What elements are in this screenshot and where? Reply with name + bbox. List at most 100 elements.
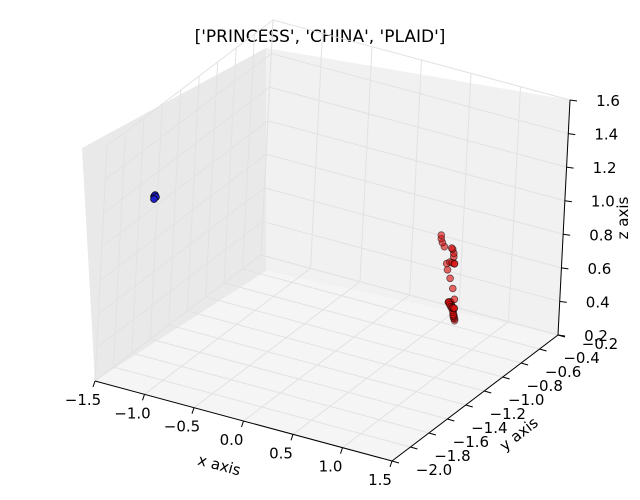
y-gridline-floor — [187, 310, 485, 392]
z-tick-label: 0.4 — [586, 293, 610, 311]
z-gridline-back — [269, 86, 567, 168]
axis-panes — [82, 48, 570, 461]
z-gridline-back — [272, 19, 571, 101]
x-tick-label: −1.5 — [65, 391, 101, 409]
z-gridline-back — [262, 220, 560, 302]
z-axis-label: z axis — [614, 196, 632, 239]
y-tick — [520, 362, 529, 366]
data-point — [450, 304, 459, 312]
chart-title: ['PRINCESS', 'CHINA', 'PLAID'] — [195, 27, 446, 47]
x-gridline-back — [458, 73, 472, 309]
y-tick-label: −0.6 — [545, 363, 581, 381]
y-tick — [391, 460, 400, 464]
y-tick — [484, 390, 492, 394]
z-tick — [566, 166, 574, 169]
z-gridline-side — [101, 120, 269, 248]
x-tick-label: −0.5 — [164, 418, 200, 436]
x-tick-label: 0.5 — [269, 444, 293, 462]
z-axis-line — [557, 99, 571, 336]
y-gridline-floor — [168, 324, 466, 406]
z-tick-label: 0.2 — [584, 327, 608, 345]
data-point — [447, 244, 456, 252]
floor-pane — [95, 271, 558, 461]
data-point — [437, 231, 446, 239]
z-gridline-side — [106, 19, 274, 147]
y-tick-label: −0.2 — [582, 335, 618, 353]
y-gridline-side — [94, 145, 108, 382]
y-tick-label: −0.4 — [563, 349, 599, 367]
z-gridline-back — [266, 153, 564, 235]
y-gridline-floor — [150, 338, 448, 420]
data-points — [150, 191, 459, 325]
x-tick — [290, 434, 294, 441]
x-gridline-floor — [342, 321, 509, 449]
y-axis-line — [391, 334, 559, 462]
z-tick-label: 1.4 — [594, 126, 618, 144]
x-gridline-floor — [243, 294, 410, 422]
y-tick-label: −1.4 — [471, 419, 507, 437]
x-tick — [241, 420, 244, 428]
z-gridline-side — [99, 153, 267, 281]
y-gridline-side — [112, 131, 126, 368]
z-tick — [563, 233, 571, 236]
y-gridline-side — [168, 89, 182, 326]
x-tick-label: 0.0 — [220, 431, 244, 449]
x-gridline-back — [359, 46, 373, 282]
y-tick — [502, 376, 510, 380]
z-gridline-side — [103, 86, 270, 214]
y-tick-label: −1.6 — [453, 433, 489, 451]
x-tick — [340, 447, 343, 454]
x-tick-label: 1.5 — [368, 471, 392, 489]
y-gridline-side — [260, 19, 274, 256]
tick-marks — [92, 99, 578, 468]
x-tick — [142, 394, 145, 401]
y-tick-label: −1.8 — [434, 447, 470, 465]
y-gridline-side — [131, 117, 145, 354]
z-tick — [557, 334, 566, 337]
y-gridline-floor — [113, 366, 411, 448]
tick-labels: −1.5 −1.0 −0.5 0.0 0.5 1.0 1.5 −2.0−1.8−1.6−1.4… — [65, 92, 620, 489]
y-tick-label: −1.0 — [508, 391, 544, 409]
x-gridline-back — [310, 33, 323, 269]
y-gridline-floor — [205, 296, 503, 378]
z-tick-label: 0.6 — [587, 260, 611, 278]
y-gridline-floor — [223, 282, 522, 364]
x-tick-label: 1.0 — [319, 458, 343, 476]
z-tick — [569, 99, 578, 102]
data-point — [448, 284, 457, 293]
x-axis-label: x axis — [196, 451, 243, 480]
y-tick-label: −0.8 — [526, 377, 562, 395]
x-tick — [92, 380, 96, 388]
grid-lines — [94, 19, 571, 462]
z-tick-label: 1.2 — [593, 159, 617, 177]
z-tick-label: 1.6 — [596, 92, 620, 110]
data-point — [446, 274, 454, 283]
y-gridline-side — [242, 33, 256, 270]
data-point — [450, 259, 459, 268]
y-tick-label: −1.2 — [490, 405, 526, 423]
z-gridline-side — [96, 221, 264, 348]
data-point — [443, 265, 452, 274]
x-tick-label: −1.0 — [114, 404, 150, 422]
y-tick — [465, 404, 473, 408]
y-tick — [410, 446, 418, 450]
x-gridline-floor — [193, 281, 361, 409]
z-tick-label: 1.0 — [591, 193, 615, 211]
z-tick — [564, 200, 572, 203]
z-gridline-side — [98, 187, 265, 315]
y-gridline-side — [205, 61, 219, 298]
z-tick — [568, 133, 576, 136]
z-gridline-side — [94, 254, 262, 382]
y-gridline-side — [186, 75, 200, 312]
x-gridline-floor — [292, 307, 460, 435]
y-gridline-floor — [131, 352, 430, 434]
x-gridline-floor — [144, 267, 311, 395]
z-gridline-back — [267, 120, 565, 202]
data-point — [450, 295, 459, 304]
z-tick-label: 0.8 — [589, 226, 613, 244]
x-tick — [389, 460, 393, 468]
y-tick — [447, 418, 455, 422]
z-tick — [561, 267, 569, 270]
z-tick — [559, 300, 567, 303]
